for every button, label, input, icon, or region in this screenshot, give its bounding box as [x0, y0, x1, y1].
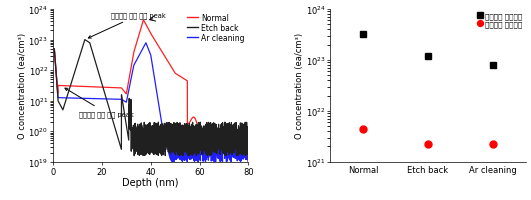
계면에서 산소농도 [425, 55, 431, 58]
Legend: Normal, Etch back, Ar cleaning: Normal, Etch back, Ar cleaning [186, 14, 245, 43]
박막에서 산소농도 [490, 143, 496, 146]
X-axis label: Depth (nm): Depth (nm) [123, 177, 179, 187]
박막에서 산소농도 [425, 143, 431, 146]
Y-axis label: O concentration (ea/cm³): O concentration (ea/cm³) [295, 33, 304, 139]
Y-axis label: O concentration (ea/cm³): O concentration (ea/cm³) [18, 33, 27, 139]
계면에서 산소농도 [490, 64, 496, 67]
Text: 계면에서 산소 농도 peak: 계면에서 산소 농도 peak [88, 13, 166, 39]
Legend: 계면에서 산소농도, 박막에서 산소농도: 계면에서 산소농도, 박막에서 산소농도 [477, 14, 522, 28]
박막에서 산소농도 [360, 128, 366, 130]
Text: 박막에서 산소 농도 peak: 박막에서 산소 농도 peak [65, 89, 134, 117]
Line: 박막에서 산소농도: 박막에서 산소농도 [359, 125, 496, 148]
계면에서 산소농도 [360, 34, 366, 36]
Line: 계면에서 산소농도: 계면에서 산소농도 [359, 32, 496, 69]
